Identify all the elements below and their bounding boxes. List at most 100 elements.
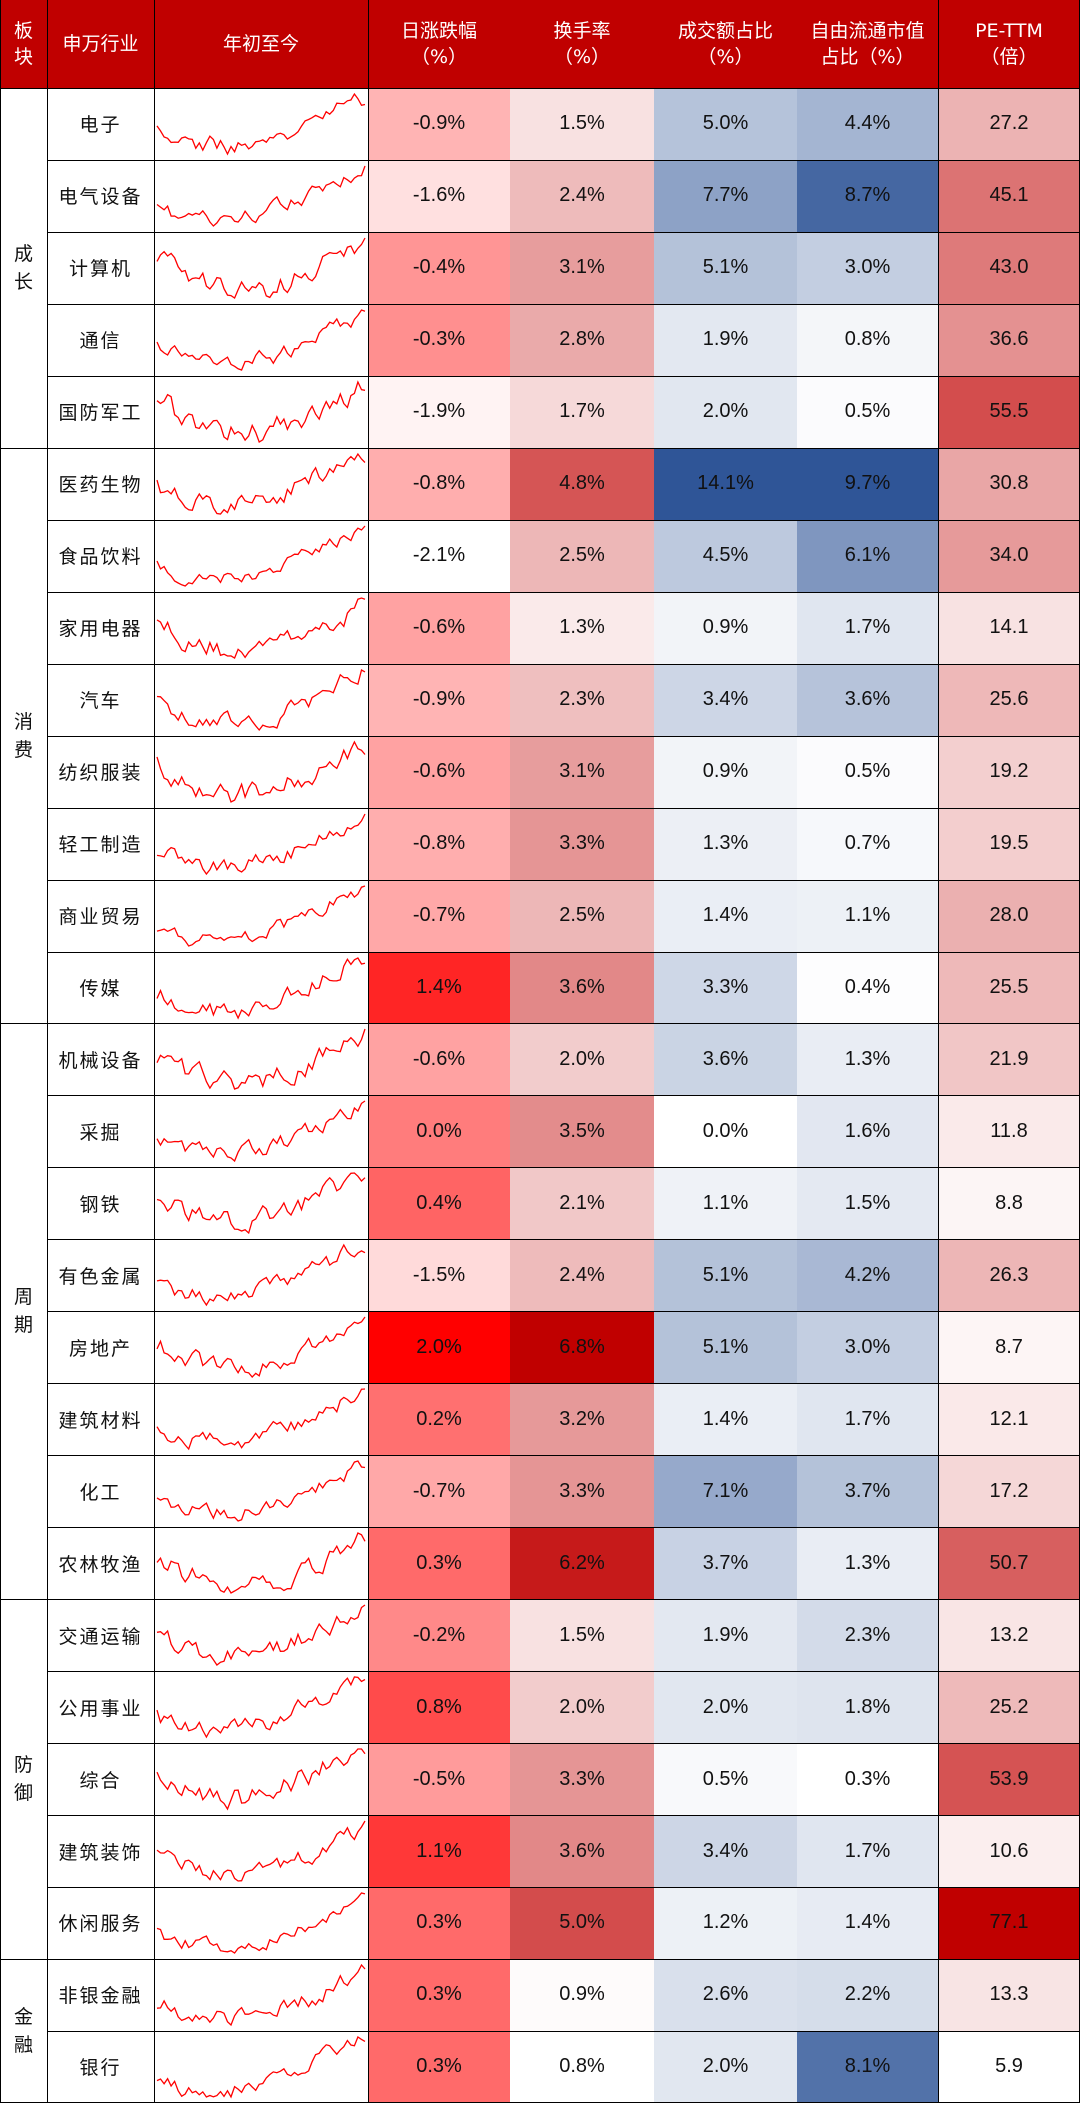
cell-pe-ttm: 53.9 <box>938 1743 1080 1816</box>
industry-name: 有色金属 <box>58 1265 143 1288</box>
industry-name: 钢铁 <box>79 1193 122 1216</box>
cell-pe-ttm: 26.3 <box>938 1239 1080 1312</box>
cell-turnover: 3.6% <box>510 1815 654 1887</box>
cell-float-cap-share: 3.0% <box>797 231 938 304</box>
cell-float-cap-share: 8.1% <box>797 2030 938 2103</box>
cell-pe-ttm: 25.2 <box>938 1671 1080 1744</box>
sparkline-svg <box>156 1100 366 1163</box>
header-line: 申万行业 <box>62 33 139 55</box>
cell-turnover: 2.1% <box>510 1167 654 1240</box>
industry-name: 农林牧渔 <box>58 1553 143 1576</box>
industry-name: 商业贸易 <box>58 906 143 929</box>
cell-volume-share: 3.4% <box>654 1815 797 1887</box>
block-label-char: 成 <box>13 242 33 265</box>
cell-volume-share: 2.0% <box>654 2030 797 2103</box>
grid-line <box>0 0 1 2103</box>
sparkline-svg <box>156 1820 366 1882</box>
sparkline-svg <box>156 237 366 299</box>
sparkline-path <box>156 452 366 515</box>
cell-daily-change: 2.0% <box>368 1311 510 1384</box>
cell-daily-change: -0.9% <box>368 663 510 736</box>
cell-turnover: 1.5% <box>510 1599 654 1672</box>
grid-line <box>0 88 1080 89</box>
sparkline-svg <box>156 813 366 875</box>
cell-float-cap-share: 3.7% <box>797 1455 938 1528</box>
grid-line <box>154 0 155 2103</box>
cell-volume-share: 1.9% <box>654 1599 797 1672</box>
industry-name: 计算机 <box>68 258 132 281</box>
sparkline-path <box>156 1532 366 1595</box>
ytd-sparkline <box>154 1671 368 1743</box>
sparkline-path <box>156 1963 366 2027</box>
grid-line <box>47 160 1080 161</box>
cell-pe-ttm: 8.7 <box>938 1311 1080 1384</box>
sparkline-path <box>156 1172 366 1235</box>
cell-volume-share: 3.6% <box>654 1023 797 1096</box>
sparkline-svg <box>156 92 366 156</box>
cell-daily-change: 1.1% <box>368 1815 510 1887</box>
block-label-char: 长 <box>13 270 33 293</box>
ytd-sparkline <box>154 1959 368 2031</box>
cell-pe-ttm: 8.8 <box>938 1167 1080 1240</box>
cell-turnover: 3.3% <box>510 1455 654 1528</box>
cell-volume-share: 2.0% <box>654 375 797 448</box>
cell-daily-change: -0.6% <box>368 735 510 808</box>
grid-line <box>47 1167 1080 1168</box>
cell-pe-ttm: 30.8 <box>938 447 1080 520</box>
grid-line <box>47 376 1080 377</box>
ytd-sparkline <box>154 1311 368 1383</box>
cell-turnover: 3.1% <box>510 231 654 304</box>
cell-daily-change: 0.3% <box>368 1887 510 1959</box>
grid-line <box>47 1383 1080 1384</box>
industry-name: 纺织服装 <box>58 762 143 785</box>
cell-turnover: 5.0% <box>510 1887 654 1959</box>
cell-float-cap-share: 1.7% <box>797 1815 938 1887</box>
sparkline-svg <box>156 1243 366 1307</box>
cell-pe-ttm: 50.7 <box>938 1527 1080 1600</box>
cell-pe-ttm: 14.1 <box>938 591 1080 664</box>
ytd-sparkline <box>154 2031 368 2103</box>
ytd-sparkline <box>154 1887 368 1959</box>
cell-turnover: 0.9% <box>510 1958 654 2031</box>
header-turnover: 换手率 （%） <box>510 0 654 88</box>
cell-daily-change: -2.1% <box>368 519 510 592</box>
industry-name: 银行 <box>79 2057 122 2080</box>
ytd-sparkline <box>154 736 368 808</box>
sparkline-path <box>156 813 366 875</box>
sparkline-svg <box>156 1963 366 2027</box>
cell-turnover: 2.5% <box>510 879 654 952</box>
ytd-sparkline <box>154 1095 368 1167</box>
cell-float-cap-share: 0.5% <box>797 375 938 448</box>
ytd-sparkline <box>154 592 368 664</box>
industry-name: 食品饮料 <box>58 546 143 569</box>
cell-float-cap-share: 0.4% <box>797 951 938 1024</box>
cell-turnover: 2.4% <box>510 1239 654 1312</box>
header-ytd: 年初至今 <box>154 0 368 88</box>
cell-pe-ttm: 25.5 <box>938 951 1080 1024</box>
sparkline-svg <box>156 1029 366 1091</box>
cell-daily-change: -0.3% <box>368 303 510 376</box>
ytd-sparkline <box>154 1167 368 1239</box>
ytd-sparkline <box>154 160 368 232</box>
cell-float-cap-share: 8.7% <box>797 159 938 232</box>
industry-name: 医药生物 <box>58 474 143 497</box>
cell-pe-ttm: 11.8 <box>938 1095 1080 1168</box>
cell-daily-change: 0.0% <box>368 1095 510 1168</box>
header-industry: 申万行业 <box>47 0 154 88</box>
cell-volume-share: 5.1% <box>654 1311 797 1384</box>
industry-name: 综合 <box>79 1769 122 1792</box>
cell-turnover: 6.8% <box>510 1311 654 1384</box>
industry-name: 汽车 <box>79 690 122 713</box>
cell-pe-ttm: 17.2 <box>938 1455 1080 1528</box>
industry-name: 电子 <box>79 114 122 137</box>
cell-float-cap-share: 1.5% <box>797 1167 938 1240</box>
block-label: 消费 <box>0 448 47 1024</box>
grid-line <box>47 1095 1080 1096</box>
cell-float-cap-share: 3.0% <box>797 1311 938 1384</box>
sparkline-svg <box>156 1748 366 1811</box>
sparkline-svg <box>156 884 366 947</box>
grid-line <box>47 808 1080 809</box>
ytd-sparkline <box>154 304 368 376</box>
cell-float-cap-share: 1.4% <box>797 1887 938 1959</box>
industry-name: 建筑材料 <box>58 1409 143 1432</box>
